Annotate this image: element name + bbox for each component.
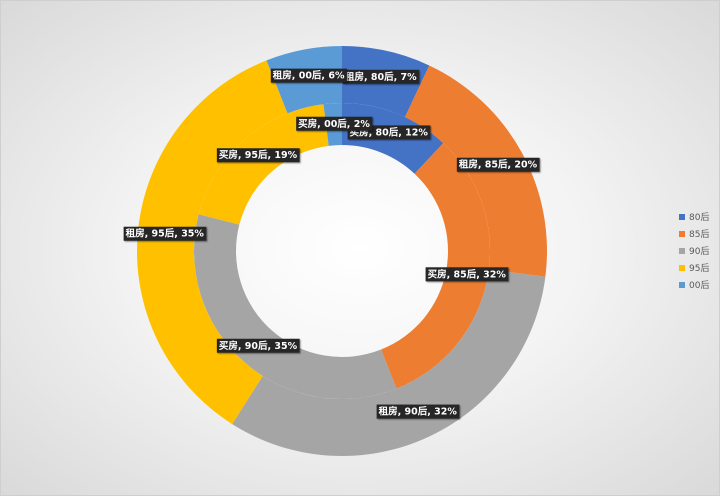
slice-inner-3 bbox=[194, 214, 397, 400]
legend-label: 85后 bbox=[689, 230, 710, 240]
data-label-outer-1: 租房, 80后, 7% bbox=[342, 69, 420, 84]
legend-item: 80后 bbox=[679, 208, 709, 225]
legend-swatch bbox=[679, 264, 685, 271]
data-label-box bbox=[456, 157, 540, 172]
slice-outer-4 bbox=[137, 60, 288, 425]
data-label-outer-3: 租房, 90后, 32% bbox=[376, 404, 460, 419]
legend-item: 85后 bbox=[679, 225, 709, 242]
legend: 80后 85后 90后 95后 00后 bbox=[679, 208, 709, 293]
data-label-text: 买房, 85后, 32% bbox=[428, 268, 507, 280]
legend-label: 00后 bbox=[689, 281, 710, 291]
slice-outer-3 bbox=[232, 269, 546, 456]
data-label-inner-2: 买房, 85后, 32% bbox=[425, 267, 509, 282]
slice-inner-4 bbox=[198, 104, 329, 225]
data-label-outer-2: 租房, 85后, 20% bbox=[456, 157, 540, 172]
data-label-text: 买房, 00后, 2% bbox=[298, 118, 370, 130]
legend-swatch bbox=[679, 247, 685, 254]
legend-swatch bbox=[679, 213, 685, 220]
legend-swatch bbox=[679, 230, 685, 237]
data-label-box bbox=[342, 69, 420, 84]
data-label-text: 租房, 95后, 35% bbox=[126, 228, 205, 240]
data-label-inner-4: 买房, 95后, 19% bbox=[216, 148, 300, 163]
data-label-box bbox=[376, 404, 460, 419]
slice-inner-2 bbox=[381, 143, 491, 389]
data-label-box bbox=[216, 338, 300, 353]
legend-item: 00后 bbox=[679, 276, 709, 293]
legend-label: 95后 bbox=[689, 264, 710, 274]
legend-label: 80后 bbox=[689, 213, 710, 223]
data-label-box bbox=[425, 267, 509, 282]
legend-label: 90后 bbox=[689, 247, 710, 257]
data-label-box bbox=[123, 226, 207, 241]
data-label-outer-4: 租房, 95后, 35% bbox=[123, 226, 207, 241]
legend-item: 90后 bbox=[679, 242, 709, 259]
data-label-box bbox=[216, 148, 300, 163]
data-label-inner-3: 买房, 90后, 35% bbox=[216, 338, 300, 353]
data-label-box bbox=[296, 116, 373, 131]
data-label-text: 租房, 00后, 6% bbox=[273, 70, 345, 82]
data-label-text: 租房, 80后, 7% bbox=[345, 71, 417, 83]
data-label-text: 买房, 90后, 35% bbox=[219, 340, 298, 352]
data-label-outer-5: 租房, 00后, 6% bbox=[270, 68, 347, 83]
legend-swatch bbox=[679, 281, 685, 288]
legend-item: 95后 bbox=[679, 259, 709, 276]
data-label-text: 租房, 90后, 32% bbox=[379, 406, 458, 418]
data-label-text: 租房, 85后, 20% bbox=[459, 159, 538, 171]
data-label-inner-5: 买房, 00后, 2% bbox=[296, 116, 373, 131]
data-label-text: 买房, 95后, 19% bbox=[219, 149, 298, 161]
data-label-box bbox=[270, 68, 347, 83]
